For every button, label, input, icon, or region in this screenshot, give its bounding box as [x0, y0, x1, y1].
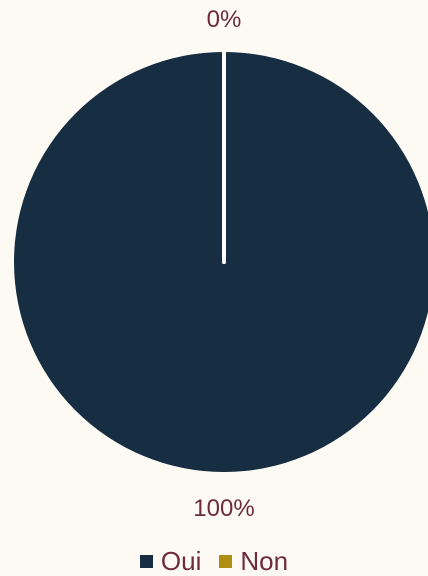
pie-chart: 100% 0% [14, 6, 428, 522]
legend-item-non[interactable]: Non [219, 546, 288, 576]
legend: Oui Non [0, 546, 428, 576]
data-label-non: 0% [207, 6, 242, 33]
legend-swatch-non [219, 554, 233, 568]
legend-label-non: Non [240, 546, 289, 576]
legend-item-oui[interactable]: Oui [139, 546, 202, 576]
pie-slice-oui[interactable] [14, 52, 428, 472]
data-label-oui: 100% [193, 495, 254, 522]
legend-swatch-oui [139, 554, 153, 568]
legend-label-oui: Oui [160, 546, 202, 576]
